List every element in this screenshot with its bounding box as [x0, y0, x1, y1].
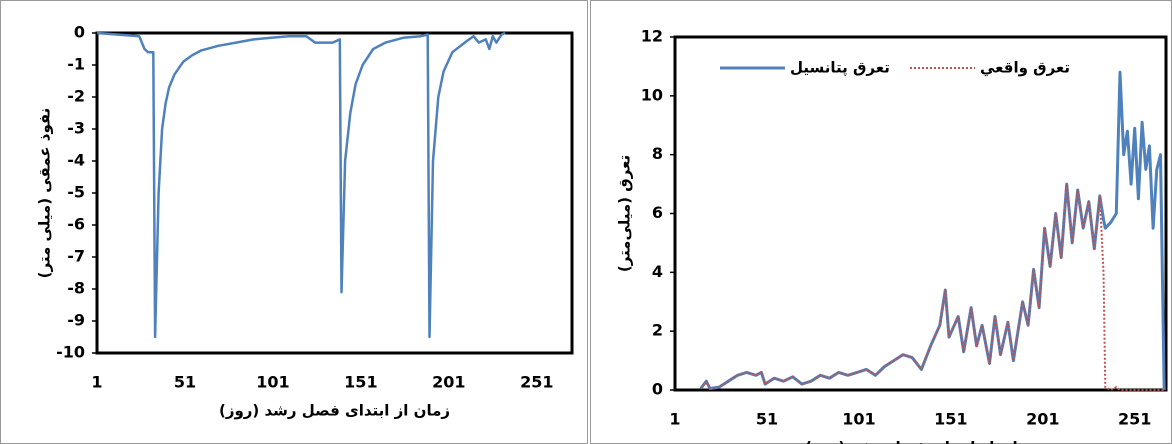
y-tick-label: 10 [641, 85, 663, 104]
y-tick-label: -4 [67, 151, 85, 170]
y-tick-label: 0 [74, 23, 85, 42]
plot-frame [95, 31, 574, 355]
x-axis-title: زمان از ابتدای فصل رشد (روز) [219, 402, 450, 420]
x-tick-label: 251 [1118, 410, 1151, 429]
y-tick-label: 4 [652, 262, 663, 281]
data-line [699, 70, 1166, 391]
x-tick-label: 1 [91, 373, 102, 392]
x-tick-label: 251 [520, 373, 553, 392]
y-tick-label: -10 [56, 343, 85, 362]
y-tick-label: -1 [67, 55, 85, 74]
x-tick-label: 201 [432, 373, 465, 392]
data-line [699, 183, 1165, 391]
plot-frame [673, 35, 1168, 392]
x-tick-label: 1 [669, 410, 680, 429]
x-tick-label: 201 [1026, 410, 1059, 429]
y-tick-label: -3 [67, 119, 85, 138]
x-tick-label: 51 [756, 410, 778, 429]
y-tick-label: 0 [652, 380, 663, 399]
y-tick-label: -8 [67, 279, 85, 298]
y-tick-label: 2 [652, 321, 663, 340]
y-tick-label: -7 [67, 247, 85, 266]
x-tick-label: 151 [344, 373, 377, 392]
panel-frame [0, 0, 588, 444]
x-axis-title: زمان از ابتدای فصل رشد (روز) [805, 439, 1036, 444]
y-tick-label: -6 [67, 215, 85, 234]
x-tick-label: 101 [842, 410, 875, 429]
y-axis-title: نفوذ عمقی (میلی متر) [36, 108, 54, 279]
y-tick-label: 12 [641, 27, 663, 46]
y-axis-title: تعرق (میلی‌متر) [616, 155, 634, 272]
legend-label: تعرق پتانسیل [790, 59, 890, 78]
x-tick-label: 101 [256, 373, 289, 392]
data-line [96, 31, 506, 339]
y-tick-label: -9 [67, 311, 85, 330]
legend-label: تعرق واقعي [980, 59, 1070, 77]
y-tick-label: -5 [67, 183, 85, 202]
x-tick-label: 51 [174, 373, 196, 392]
x-tick-label: 151 [934, 410, 967, 429]
y-tick-label: 6 [652, 203, 663, 222]
y-tick-label: -2 [67, 87, 85, 106]
y-tick-label: 8 [652, 144, 663, 163]
